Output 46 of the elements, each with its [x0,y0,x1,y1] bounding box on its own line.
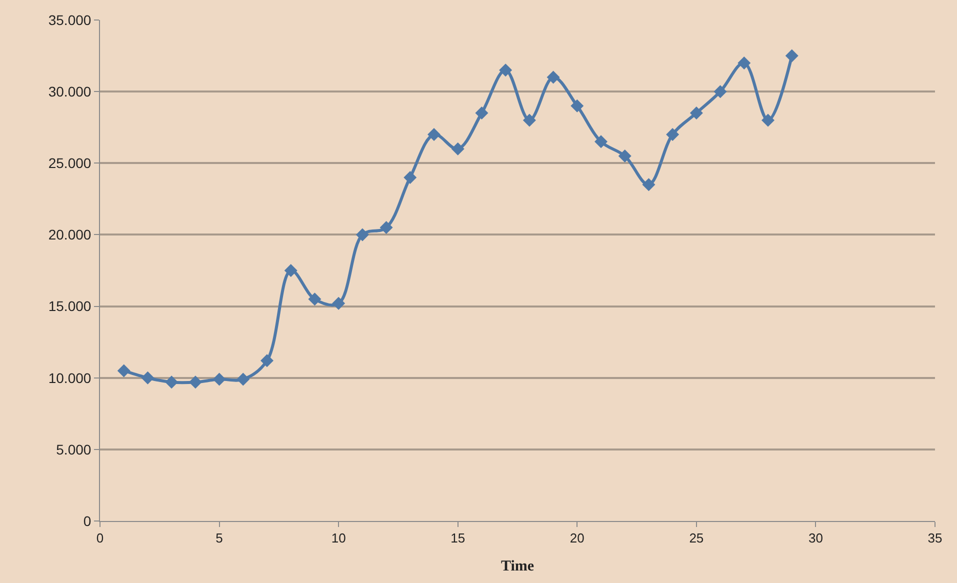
point [785,49,798,62]
point [546,70,560,84]
y-tick-label: 15.000 [48,298,92,314]
point [451,142,464,156]
point [570,99,584,112]
point [260,354,274,368]
point [738,56,751,70]
x-tick-label: 15 [450,530,466,546]
point [499,64,512,77]
point [475,106,488,120]
point [618,149,632,162]
x-tick-label: 35 [928,530,942,546]
point [332,296,346,310]
point [642,178,656,192]
point [666,128,680,142]
y-tick-label: 20.000 [48,226,92,243]
y-tick-label: 25.000 [48,155,92,172]
point [117,364,130,378]
point [236,372,250,386]
point [714,85,727,98]
y-tick-label: 10.000 [48,370,92,386]
point [188,376,202,389]
point [356,228,369,242]
x-tick-label: 30 [808,530,823,546]
y-tick-label: 5.000 [56,441,92,458]
point [428,128,440,142]
point [404,170,417,184]
point [522,114,536,127]
point [690,106,703,120]
point [212,372,226,386]
x-tick-label: 25 [689,530,704,546]
point [284,264,298,277]
y-tick-label: 35.000 [48,12,92,28]
point [762,114,774,127]
point [594,135,608,148]
x-tick-label: 10 [331,530,346,546]
x-axis-title: Time [500,558,534,575]
x-tick-label: 20 [570,530,584,546]
point [308,292,322,306]
point [380,221,393,234]
x-tick-label: 0 [96,530,104,546]
x-tick-label: 5 [216,530,223,546]
point [141,371,154,384]
y-tick-label: 30.000 [48,83,92,100]
y-tick-label: 0 [83,512,92,529]
point [165,376,178,389]
